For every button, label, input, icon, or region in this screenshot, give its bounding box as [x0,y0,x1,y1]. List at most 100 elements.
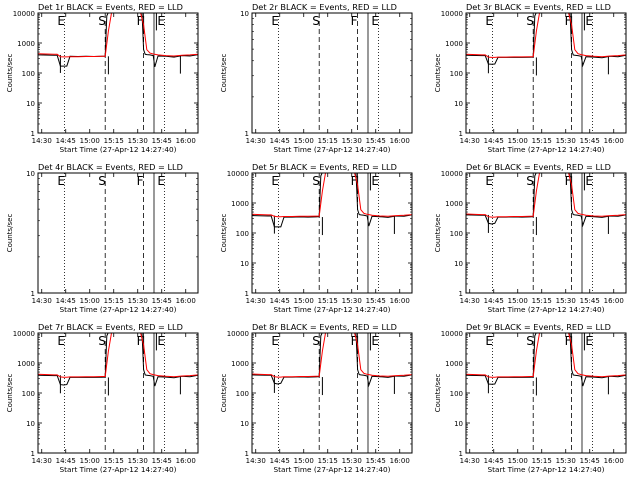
series-lld-line [38,13,198,58]
x-tick-label: 16:00 [176,297,196,305]
event-marker-label: S [98,14,106,28]
x-tick-label: 15:30 [556,137,576,145]
x-tick-label: 15:00 [294,137,314,145]
x-axis-label: Start Time (27-Apr-12 14:27:40) [274,305,391,314]
y-tick-label: 10 [26,420,35,428]
x-tick-label: 14:30 [460,457,480,465]
y-axis-label: Counts/sec [220,214,228,253]
x-tick-label: 15:30 [556,457,576,465]
x-tick-label: 15:30 [128,137,148,145]
y-axis-label: Counts/sec [434,214,442,253]
event-marker-label: S [98,174,106,188]
y-tick-label: 10000 [227,330,249,338]
x-tick-label: 16:00 [604,137,624,145]
panel-title: Det 1r BLACK = Events, RED = LLD [38,2,183,12]
event-marker-label: E [485,334,493,348]
x-tick-label: 14:45 [484,137,504,145]
y-tick-label: 1000 [231,200,249,208]
x-tick-label: 15:00 [508,457,528,465]
event-marker-label: F [565,14,572,28]
y-tick-label: 10 [240,10,249,18]
x-tick-label: 15:15 [104,457,124,465]
x-tick-label: 16:00 [390,297,410,305]
plot-frame [251,12,413,134]
y-tick-label: 10 [454,260,463,268]
y-axis-label: Counts/sec [220,54,228,93]
detector-panel-4: Det 4r BLACK = Events, RED = LLD 1 10 14:30… [6,162,199,314]
x-axis-label: Start Time (27-Apr-12 14:27:40) [488,145,605,154]
detector-panel-1: Det 1r BLACK = Events, RED = LLD 1 10 100 10… [6,2,199,154]
event-marker-label: E [585,174,593,188]
x-tick-label: 15:00 [294,297,314,305]
x-tick-label: 15:30 [342,297,362,305]
y-axis-label: Counts/sec [6,214,14,253]
detector-panel-9: Det 9r BLACK = Events, RED = LLD 1 10 100 10… [434,322,627,474]
event-marker-label: S [526,14,534,28]
y-tick-label: 1 [459,450,463,458]
y-axis-label: Counts/sec [220,374,228,413]
y-tick-label: 10 [454,100,463,108]
x-tick-label: 14:30 [246,137,266,145]
event-marker-label: E [271,174,279,188]
series-lld-line [466,13,626,58]
x-tick-label: 15:15 [318,457,338,465]
x-tick-label: 15:15 [104,297,124,305]
event-marker-label: E [57,334,65,348]
x-tick-label: 15:15 [532,297,552,305]
detector-panel-3: Det 3r BLACK = Events, RED = LLD 1 10 100 10… [434,2,627,154]
x-tick-label: 15:30 [342,137,362,145]
y-tick-label: 1000 [231,360,249,368]
event-marker-label: E [485,174,493,188]
x-tick-label: 15:45 [366,137,386,145]
x-tick-label: 14:30 [246,297,266,305]
series-events-line [38,333,198,387]
panel-title: Det 6r BLACK = Events, RED = LLD [466,162,611,172]
x-tick-label: 14:45 [270,457,290,465]
y-axis-label: Counts/sec [434,374,442,413]
y-tick-label: 1000 [445,40,463,48]
x-tick-label: 15:30 [342,457,362,465]
series-events-line [252,333,412,388]
y-tick-label: 10000 [13,10,35,18]
y-tick-label: 10 [454,420,463,428]
y-tick-label: 10 [240,420,249,428]
event-marker-label: E [371,174,379,188]
x-tick-label: 15:00 [294,457,314,465]
x-axis-label: Start Time (27-Apr-12 14:27:40) [60,305,177,314]
x-tick-label: 16:00 [390,137,410,145]
series-lld-line [252,173,412,218]
y-tick-label: 10 [26,100,35,108]
y-tick-label: 10 [26,170,35,178]
y-tick-label: 1000 [445,200,463,208]
y-tick-label: 1000 [445,360,463,368]
x-tick-label: 15:15 [318,137,338,145]
x-tick-label: 15:45 [152,457,172,465]
plot-frame [37,12,199,134]
y-tick-label: 1 [245,450,249,458]
detector-panel-2: Det 2r BLACK = Events, RED = LLD 1 10 14:30… [220,2,413,154]
y-tick-label: 10000 [13,330,35,338]
y-tick-label: 100 [450,70,463,78]
x-tick-label: 15:15 [318,297,338,305]
event-marker-label: F [137,174,144,188]
x-tick-label: 14:30 [460,137,480,145]
x-tick-label: 15:00 [508,297,528,305]
x-tick-label: 14:45 [484,297,504,305]
event-marker-label: F [351,174,358,188]
detector-panel-7: Det 7r BLACK = Events, RED = LLD 1 10 100 10… [6,322,199,474]
event-marker-label: S [312,14,320,28]
event-marker-label: F [351,334,358,348]
x-tick-label: 15:45 [152,297,172,305]
event-marker-label: S [526,334,534,348]
y-tick-label: 100 [22,390,35,398]
x-tick-label: 14:30 [32,457,52,465]
series-lld-line [466,173,626,218]
x-tick-label: 15:15 [532,137,552,145]
x-tick-label: 16:00 [176,457,196,465]
event-marker-label: S [98,334,106,348]
event-marker-label: F [565,334,572,348]
event-marker-label: E [157,14,165,28]
x-tick-label: 15:00 [80,457,100,465]
plot-frame [465,172,627,294]
